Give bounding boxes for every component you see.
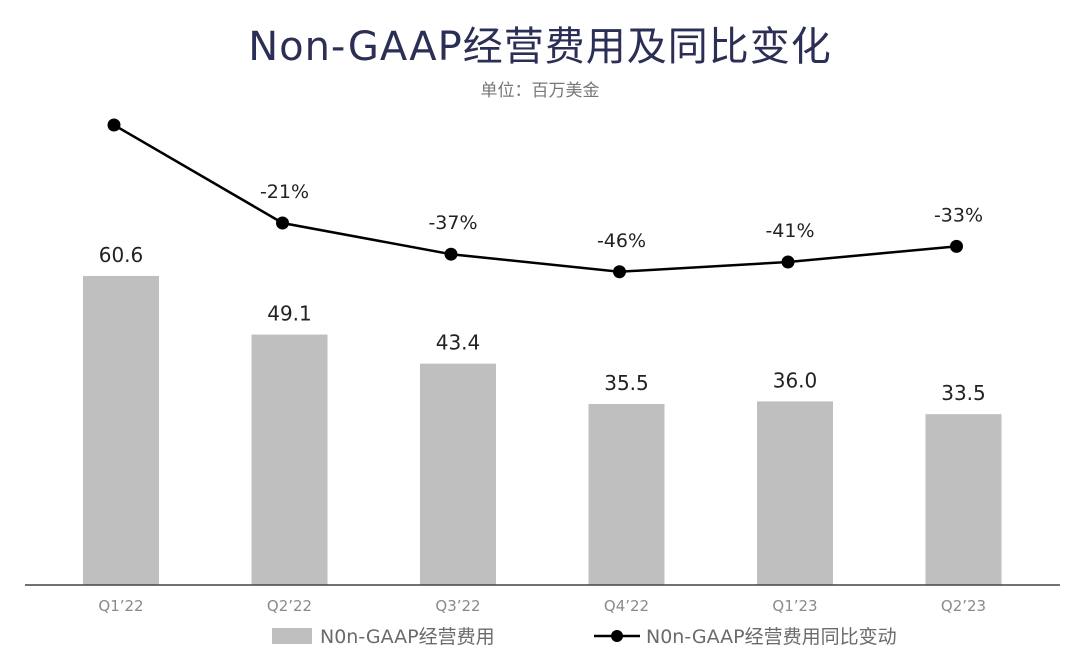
chart-subtitle: 单位：百万美金 (480, 81, 600, 101)
bar-value-label: 60.6 (99, 243, 144, 267)
bar-2 (251, 334, 328, 585)
yoy-value-label: -33% (934, 204, 983, 226)
line-layer (107, 118, 963, 279)
x-tick-label: Q1’23 (772, 597, 817, 615)
legend-item-bar: N0n-GAAP经营费用 (272, 622, 495, 649)
bar-3 (420, 363, 496, 585)
yoy-value-label: -41% (765, 220, 814, 242)
legend: N0n-GAAP经营费用 N0n-GAAP经营费用同比变动 (0, 622, 1080, 656)
legend-item-line: N0n-GAAP经营费用同比变动 (594, 622, 897, 649)
x-tick-label: Q2’23 (941, 597, 986, 615)
yoy-value-label: -21% (260, 181, 309, 203)
yoy-point-2 (276, 216, 289, 230)
bar-value-label: 36.0 (773, 368, 818, 392)
labels-layer: 60.6 Q1’22 49.1 Q2’22 43.4 Q3’22 35.5 Q4’22 36.0… (98, 181, 986, 615)
bar-value-label: 49.1 (267, 302, 312, 326)
x-tick-label: Q1’22 (98, 597, 143, 615)
legend-line-marker-icon (594, 629, 640, 642)
x-tick-label: Q2’22 (267, 597, 312, 615)
bar-6 (925, 414, 1002, 585)
bar-value-label: 33.5 (941, 381, 986, 405)
yoy-line (113, 123, 957, 274)
bar-value-label: 35.5 (604, 371, 649, 395)
yoy-point-1 (107, 118, 121, 132)
chart-title: Non-GAAP经营费用及同比变化 (248, 24, 832, 70)
bar-4 (588, 403, 665, 585)
legend-bar-label: N0n-GAAP经营费用 (320, 626, 495, 648)
yoy-point-5 (781, 255, 795, 269)
bar-5 (757, 401, 833, 585)
yoy-point-4 (613, 265, 626, 279)
bar-value-label: 43.4 (436, 331, 481, 355)
yoy-value-label: -37% (428, 212, 477, 234)
yoy-value-label: -46% (597, 230, 646, 252)
x-tick-label: Q4’22 (604, 597, 649, 615)
yoy-point-6 (950, 239, 963, 253)
x-tick-label: Q3’22 (435, 597, 480, 615)
bar-1 (83, 275, 159, 585)
yoy-point-3 (444, 247, 458, 261)
bars-layer (83, 275, 1002, 585)
legend-bar-swatch (272, 627, 312, 644)
legend-line-label: N0n-GAAP经营费用同比变动 (646, 626, 897, 648)
